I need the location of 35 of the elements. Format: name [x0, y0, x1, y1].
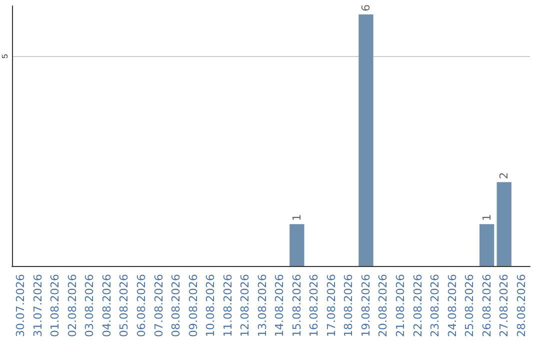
x-tick-label: 06.08.2026 — [135, 274, 148, 338]
x-tick-label: 05.08.2026 — [118, 274, 131, 338]
x-tick-label: 12.08.2026 — [238, 274, 252, 338]
data-label: 1 — [290, 214, 304, 222]
data-label: 1 — [480, 214, 494, 222]
x-tick-label: 25.08.2026 — [463, 274, 476, 338]
y-tick-label: 5 — [0, 54, 10, 59]
x-tick-label: 17.08.2026 — [324, 274, 338, 338]
x-tick-label: 19.08.2026 — [359, 274, 372, 338]
x-tick-label: 23.08.2026 — [428, 274, 442, 338]
x-tick-label: 18.08.2026 — [342, 274, 356, 338]
x-tick-label: 21.08.2026 — [394, 274, 407, 338]
x-tick-label: 11.08.2026 — [221, 274, 234, 338]
x-tick-label: 22.08.2026 — [411, 274, 424, 338]
x-tick-label: 08.08.2026 — [170, 274, 183, 338]
x-tick-label: 02.08.2026 — [66, 274, 79, 338]
x-tick-label: 03.08.2026 — [83, 274, 96, 338]
x-tick-label: 10.08.2026 — [204, 274, 218, 338]
x-tick-label: 30.07.2026 — [14, 274, 28, 338]
x-tick-label: 28.08.2026 — [514, 274, 528, 338]
x-tick-label: 09.08.2026 — [186, 274, 200, 338]
x-tick-label: 13.08.2026 — [256, 274, 269, 338]
x-tick-label: 20.08.2026 — [376, 274, 390, 338]
x-tick-label: 15.08.2026 — [290, 274, 304, 338]
x-tick-label: 14.08.2026 — [273, 274, 286, 338]
x-tick-label: 16.08.2026 — [308, 274, 321, 338]
data-label: 6 — [359, 4, 372, 12]
x-tick-label: 31.07.2026 — [31, 274, 44, 338]
x-tick-label: 07.08.2026 — [152, 274, 166, 338]
x-tick-label: 26.08.2026 — [480, 274, 494, 338]
x-tick-label: 01.08.2026 — [48, 274, 62, 338]
x-tick-label: 27.08.2026 — [498, 274, 511, 338]
data-label: 2 — [498, 172, 511, 180]
x-tick-label: 04.08.2026 — [100, 274, 114, 338]
x-tick-label: 24.08.2026 — [446, 274, 459, 338]
